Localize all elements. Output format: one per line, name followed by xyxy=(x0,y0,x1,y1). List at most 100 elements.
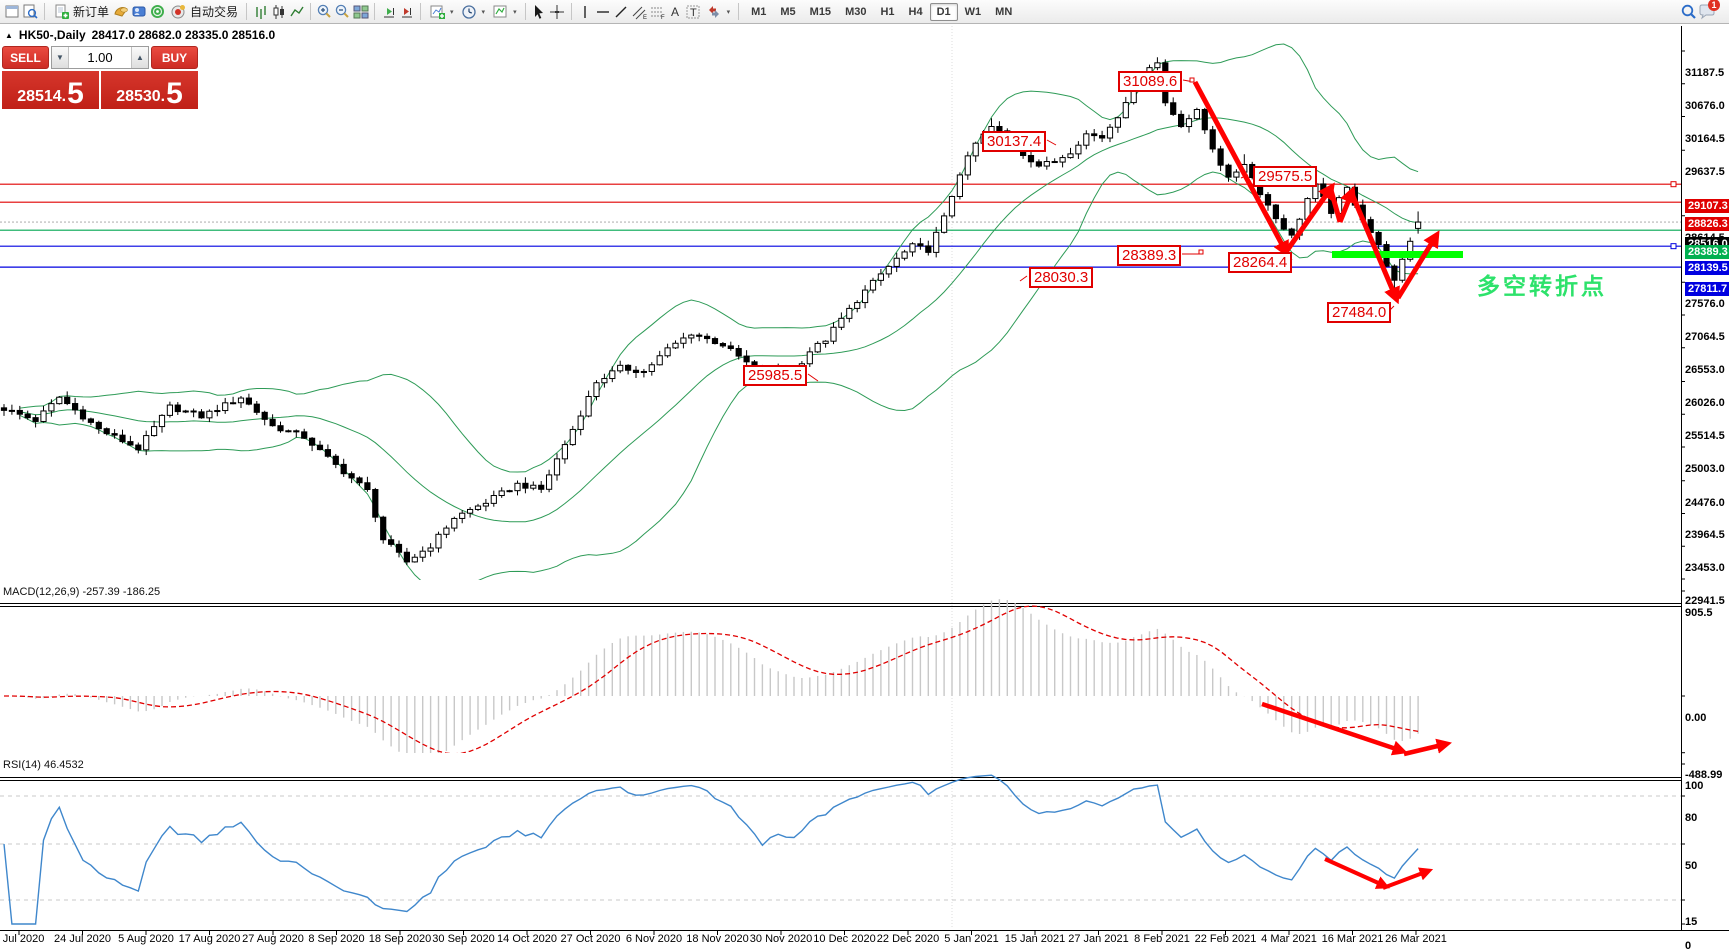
rsi-label: RSI(14) 46.4532 xyxy=(3,759,84,771)
candlestick-series xyxy=(0,57,1422,566)
chart-window-icon[interactable] xyxy=(4,3,21,20)
date-label: 27 Jan 2021 xyxy=(1068,933,1129,945)
shapes-button[interactable]: ▾ xyxy=(703,2,734,22)
buy-price[interactable]: 28530. 5 xyxy=(101,71,198,109)
macd-axis-tick: -488.99 xyxy=(1685,768,1723,781)
price-annotation-27484.0[interactable]: 27484.0 xyxy=(1327,302,1392,323)
price-annotation-28030.3[interactable]: 28030.3 xyxy=(1029,267,1094,288)
timeframe-W1[interactable]: W1 xyxy=(964,5,982,18)
tile-windows-icon[interactable] xyxy=(352,3,369,20)
cursor-icon[interactable] xyxy=(531,3,548,20)
timeframe-M30[interactable]: M30 xyxy=(845,5,867,18)
community-icon[interactable] xyxy=(131,3,148,20)
one-click-trading-panel: SELL ▼ 1.00 ▲ BUY 28514. 5 28530. 5 xyxy=(2,46,198,109)
fibonacci-tool-icon[interactable]: F xyxy=(649,3,666,20)
arrows-shapes-icon xyxy=(706,3,723,20)
support-zone-bar[interactable] xyxy=(1332,251,1463,258)
timeframe-M15[interactable]: M15 xyxy=(809,5,832,18)
price-annotation-25985.5[interactable]: 25985.5 xyxy=(743,365,808,386)
sell-price[interactable]: 28514. 5 xyxy=(2,71,99,109)
volume-increase-button[interactable]: ▲ xyxy=(131,47,148,68)
trend-arrow[interactable] xyxy=(1283,182,1335,254)
trend-arrow[interactable] xyxy=(1324,857,1390,889)
hline-handle[interactable] xyxy=(1670,181,1677,188)
trendline-tool-icon[interactable] xyxy=(613,3,630,20)
macd-axis-tick: 905.5 xyxy=(1685,607,1713,619)
zoom-window-icon[interactable] xyxy=(22,3,39,20)
zoom-in-icon[interactable] xyxy=(316,3,333,20)
macd-axis-tick: 0.00 xyxy=(1685,712,1707,724)
price-annotation-31089.6[interactable]: 31089.6 xyxy=(1118,71,1183,92)
buy-price-main: 28530. xyxy=(116,88,166,106)
trend-arrow[interactable] xyxy=(1395,230,1440,300)
sell-price-big-digit: 5 xyxy=(67,76,84,110)
line-chart-icon[interactable] xyxy=(288,3,305,20)
price-annotation-30137.4[interactable]: 30137.4 xyxy=(982,131,1047,152)
drawn-annotations[interactable] xyxy=(807,77,1463,890)
date-label: 27 Aug 2020 xyxy=(242,933,304,945)
bar-chart-icon[interactable] xyxy=(252,3,269,20)
new-order-button[interactable]: 新订单 xyxy=(50,2,112,22)
timeframe-M1[interactable]: M1 xyxy=(751,5,767,18)
chart-canvas[interactable] xyxy=(0,24,1729,946)
toolbar-separator xyxy=(310,3,312,20)
price-level-label-27811.7: 27811.7 xyxy=(1685,282,1729,297)
trend-arrow[interactable] xyxy=(1337,185,1357,223)
trend-arrow[interactable] xyxy=(1261,701,1408,756)
toolbar-separator xyxy=(420,3,422,20)
svg-text:A: A xyxy=(671,5,679,19)
price-axis-tick: 30676.0 xyxy=(1685,99,1725,112)
text-tool-icon[interactable]: A xyxy=(667,3,684,20)
chart-shift-icon[interactable] xyxy=(398,3,415,20)
chat-icon[interactable]: 1 xyxy=(1698,0,1720,20)
price-annotation-29575.5[interactable]: 29575.5 xyxy=(1253,166,1318,187)
autotrade-button[interactable]: 自动交易 xyxy=(167,2,241,22)
sell-price-main: 28514. xyxy=(17,88,67,106)
autoscroll-icon[interactable] xyxy=(380,3,397,20)
timeframe-H1[interactable]: H1 xyxy=(880,5,895,18)
zoom-out-icon[interactable] xyxy=(334,3,351,20)
indicators-button[interactable]: ▾ xyxy=(426,2,457,22)
date-label: 14 Oct 2020 xyxy=(497,933,557,945)
trend-arrow[interactable] xyxy=(1328,189,1343,223)
bollinger-bands xyxy=(19,43,1419,580)
price-level-label-28139.5: 28139.5 xyxy=(1685,261,1729,276)
price-annotation-28389.3[interactable]: 28389.3 xyxy=(1117,245,1182,266)
trend-arrow[interactable] xyxy=(1382,867,1434,890)
hline-handle[interactable] xyxy=(1670,243,1677,250)
date-label: 4 Jul 2020 xyxy=(0,933,45,945)
trend-arrow[interactable] xyxy=(1349,193,1400,305)
volume-decrease-button[interactable]: ▼ xyxy=(52,47,69,68)
candlestick-chart-icon[interactable] xyxy=(270,3,287,20)
channel-tool-icon[interactable]: E xyxy=(631,3,648,20)
periods-button[interactable]: ▾ xyxy=(458,2,489,22)
rsi-axis-tick: 15 xyxy=(1685,916,1698,928)
sell-button[interactable]: SELL xyxy=(2,46,49,69)
timeframe-H4[interactable]: H4 xyxy=(908,5,923,18)
crosshair-icon[interactable] xyxy=(549,3,566,20)
buy-button[interactable]: BUY xyxy=(151,46,198,69)
templates-button[interactable]: ▾ xyxy=(489,2,520,22)
horizontal-line-tool-icon[interactable] xyxy=(595,3,612,20)
vertical-line-tool-icon[interactable] xyxy=(577,3,594,20)
timeframe-MN[interactable]: MN xyxy=(995,5,1013,18)
price-axis-tick: 25003.0 xyxy=(1685,463,1725,475)
toolbar-separator xyxy=(246,3,248,20)
timeframe-M5[interactable]: M5 xyxy=(780,5,796,18)
trend-arrow[interactable] xyxy=(1403,738,1452,757)
date-label: 30 Sep 2020 xyxy=(432,933,495,945)
chevron-down-icon: ▾ xyxy=(481,8,486,16)
volume-input[interactable]: 1.00 xyxy=(87,50,113,65)
price-annotation-28264.4[interactable]: 28264.4 xyxy=(1228,252,1293,273)
bull-bear-turning-point-note[interactable]: 多空转折点 xyxy=(1477,273,1607,299)
signals-icon[interactable] xyxy=(149,3,166,20)
clock-icon xyxy=(461,3,478,20)
timeframe-D1[interactable]: D1 xyxy=(929,2,958,21)
price-axis-tick: 24476.0 xyxy=(1685,496,1725,509)
text-label-tool-icon[interactable]: T xyxy=(685,3,702,20)
deposit-icon[interactable] xyxy=(113,3,130,20)
rsi-axis-tick: 50 xyxy=(1685,860,1698,872)
trend-arrow[interactable] xyxy=(1192,80,1290,258)
window-expand-icon[interactable]: ▲ xyxy=(5,30,13,40)
search-icon[interactable] xyxy=(1680,3,1697,20)
